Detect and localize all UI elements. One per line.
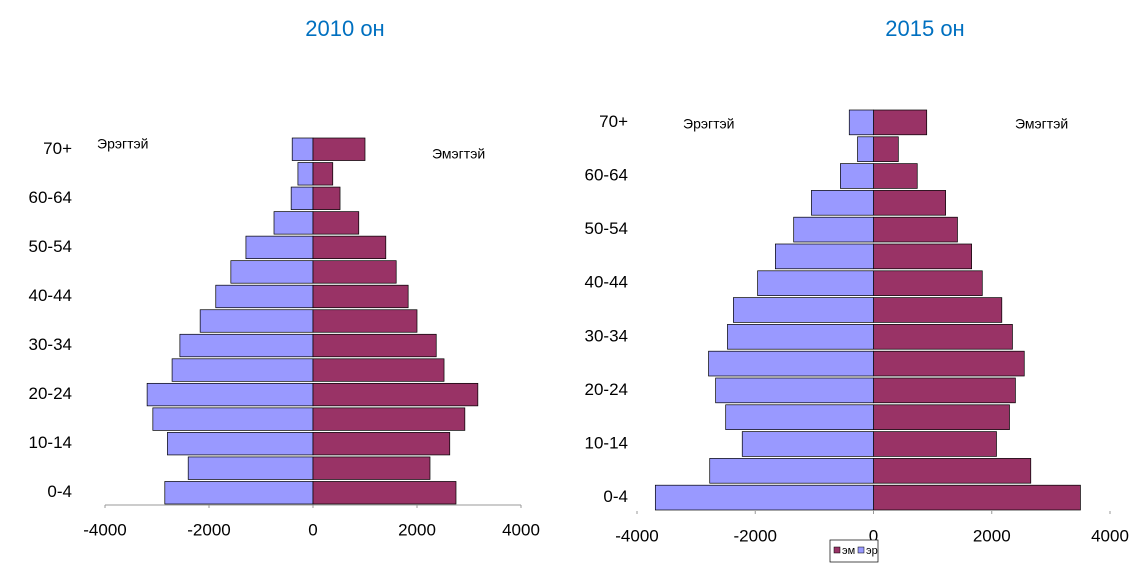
bar xyxy=(297,162,314,186)
bar xyxy=(171,358,314,382)
bar xyxy=(873,431,997,457)
bar xyxy=(245,235,314,260)
x-tick-label: -2000 xyxy=(734,526,777,545)
annotation: Эмэгтэй xyxy=(1015,116,1068,132)
y-tick-label: 10-14 xyxy=(585,433,628,452)
bar xyxy=(312,358,445,382)
y-tick-label: 70+ xyxy=(43,139,72,158)
y-tick-label: 60-64 xyxy=(29,188,72,207)
bar xyxy=(152,407,314,431)
bar xyxy=(757,270,874,296)
y-tick-label: 70+ xyxy=(599,112,628,131)
annotation: Эмэгтэй xyxy=(432,146,485,162)
bar xyxy=(312,284,409,309)
annotation: Эрэгтэй xyxy=(97,136,148,152)
bar xyxy=(312,260,397,284)
bar xyxy=(187,456,314,480)
bar xyxy=(312,333,437,358)
bar xyxy=(725,404,874,430)
bar xyxy=(199,309,314,333)
bar xyxy=(848,109,874,136)
legend-label: эм xyxy=(842,545,855,557)
bar xyxy=(312,211,360,235)
y-tick-label: 10-14 xyxy=(29,433,72,452)
bar xyxy=(873,270,983,296)
x-tick-label: -4000 xyxy=(615,526,658,545)
y-tick-label: 50-54 xyxy=(29,237,72,256)
bar xyxy=(291,137,314,161)
y-tick-label: 0-4 xyxy=(603,487,628,506)
bar xyxy=(873,297,1003,323)
bar xyxy=(230,260,314,284)
bar xyxy=(167,432,314,456)
y-tick-label: 30-34 xyxy=(29,335,72,354)
bar xyxy=(273,211,314,235)
bar xyxy=(733,297,874,323)
bar xyxy=(312,432,451,456)
bar xyxy=(727,324,874,350)
bar xyxy=(793,216,874,243)
y-tick-label: 40-44 xyxy=(29,286,72,305)
bar xyxy=(312,137,366,161)
bar xyxy=(312,481,457,505)
y-tick-label: 40-44 xyxy=(585,273,628,292)
bar xyxy=(312,162,334,186)
annotation: Эрэгтэй xyxy=(683,116,734,132)
legend-box xyxy=(829,539,879,563)
y-tick-label: 30-34 xyxy=(585,326,628,345)
x-tick-label: 2000 xyxy=(398,520,436,539)
bar xyxy=(873,377,1016,404)
bar xyxy=(164,481,314,505)
legend-swatch xyxy=(857,546,865,554)
bar xyxy=(873,216,958,243)
bar xyxy=(873,109,928,136)
y-tick-label: 60-64 xyxy=(585,165,628,184)
bar xyxy=(840,163,874,189)
bar xyxy=(873,484,1081,511)
bar xyxy=(312,382,479,407)
x-tick-label: 0 xyxy=(869,526,878,545)
x-tick-label: 4000 xyxy=(502,520,540,539)
bar xyxy=(873,350,1025,377)
bar xyxy=(709,458,874,484)
bar xyxy=(312,309,418,333)
bar xyxy=(775,243,874,270)
bar xyxy=(312,407,466,431)
bar xyxy=(708,350,874,377)
bar xyxy=(312,235,387,260)
bar xyxy=(312,186,341,210)
bar xyxy=(873,190,946,216)
bar xyxy=(654,484,874,511)
bar xyxy=(873,324,1013,350)
legend-swatch xyxy=(833,546,841,554)
x-tick-label: 0 xyxy=(308,520,317,539)
bar xyxy=(857,136,874,162)
bar xyxy=(741,431,874,457)
bar xyxy=(873,458,1032,484)
x-tick-label: 4000 xyxy=(1091,526,1129,545)
chart-title: 2010 он xyxy=(305,16,384,41)
bar xyxy=(146,382,314,407)
bar xyxy=(811,190,874,216)
bar xyxy=(873,404,1010,430)
bar xyxy=(873,243,972,270)
y-tick-label: 20-24 xyxy=(29,384,72,403)
bar xyxy=(715,377,874,404)
y-tick-label: 20-24 xyxy=(585,380,628,399)
x-tick-label: -4000 xyxy=(83,520,126,539)
bar xyxy=(312,456,431,480)
y-tick-label: 50-54 xyxy=(585,219,628,238)
chart-title: 2015 он xyxy=(885,16,964,41)
x-tick-label: -2000 xyxy=(187,520,230,539)
legend-label: эр xyxy=(866,545,878,557)
bar xyxy=(873,163,918,189)
bar xyxy=(179,333,314,358)
y-tick-label: 0-4 xyxy=(47,482,72,501)
bar xyxy=(215,284,314,309)
x-tick-label: 2000 xyxy=(973,526,1011,545)
bar xyxy=(873,136,899,162)
bar xyxy=(290,186,314,210)
